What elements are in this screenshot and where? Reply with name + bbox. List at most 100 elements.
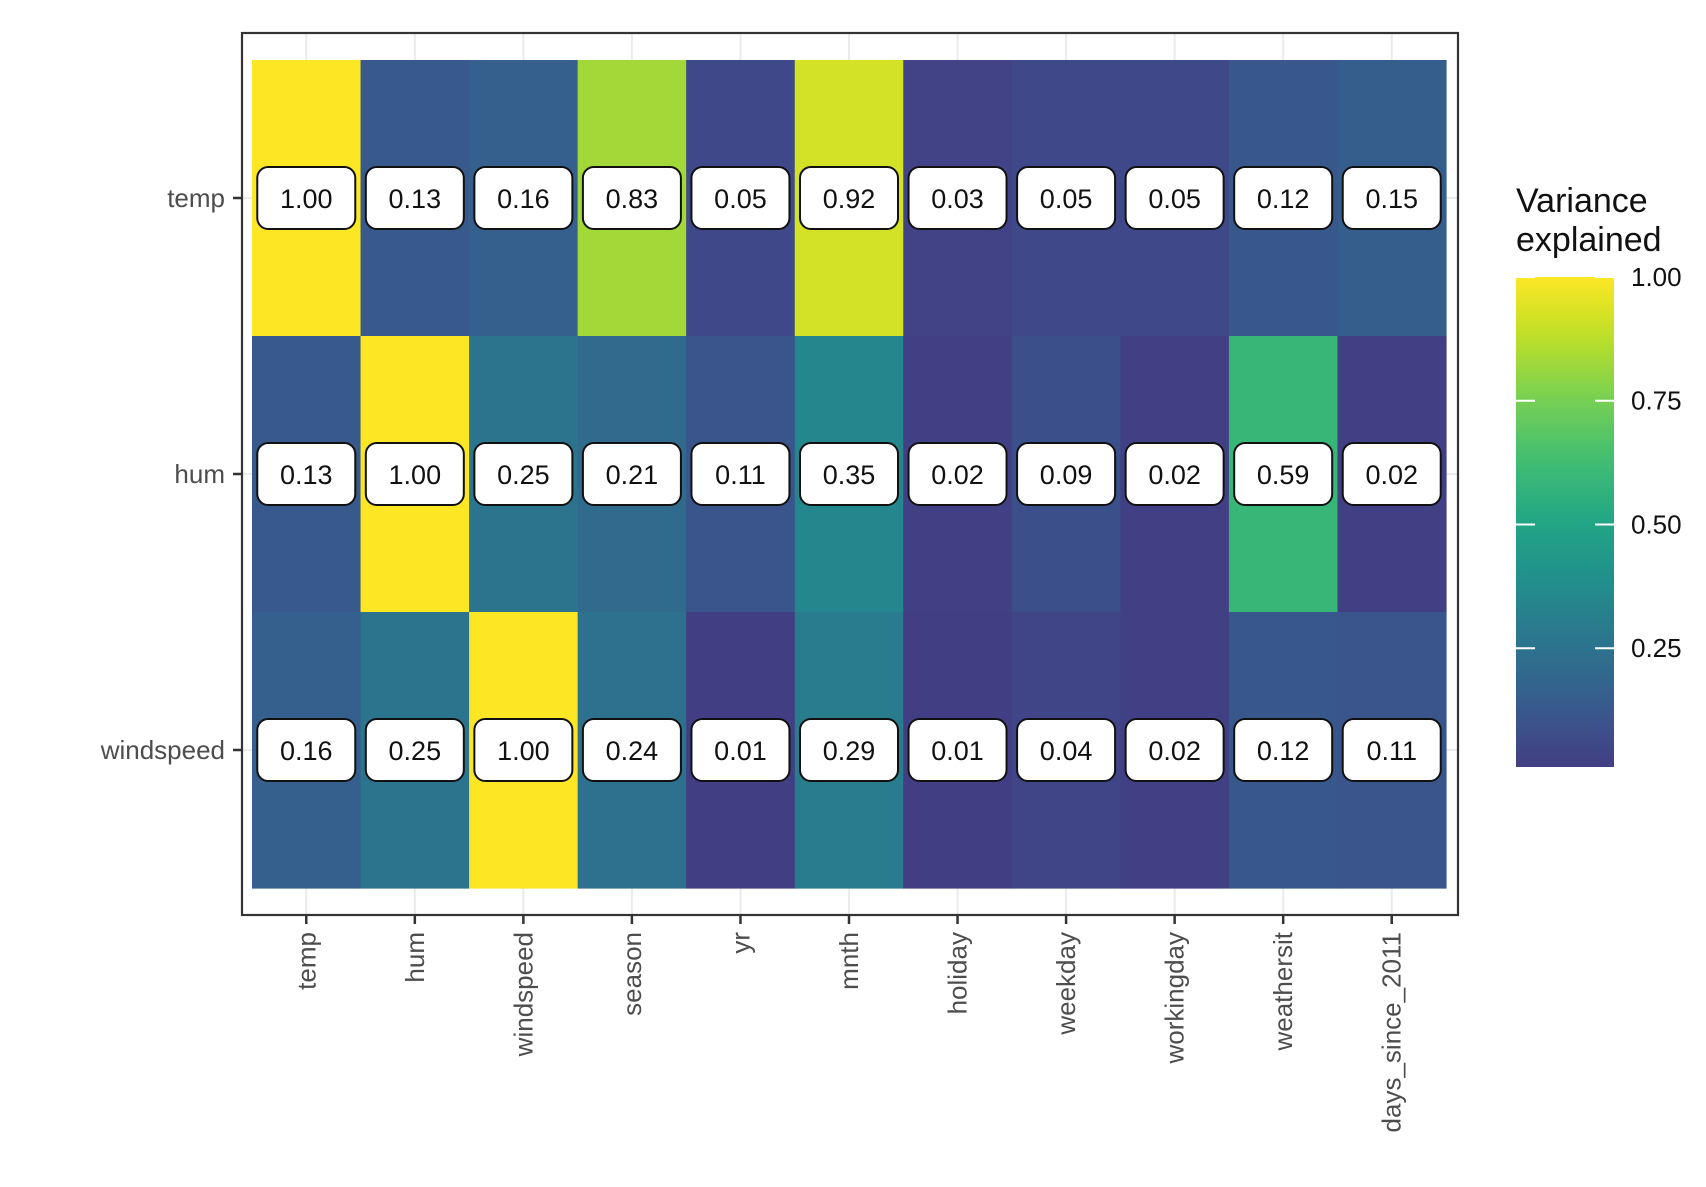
cell-label-text: 0.13 xyxy=(280,460,333,490)
cell-label-text: 0.05 xyxy=(714,184,767,214)
legend-tick-label: 0.25 xyxy=(1631,633,1682,663)
cell-value-label: 1.00 xyxy=(364,442,465,506)
x-tick-label: weekday xyxy=(1051,932,1081,1036)
cell-label-text: 1.00 xyxy=(389,460,442,490)
cell-value-label: 0.25 xyxy=(364,718,465,782)
cell-label-box xyxy=(690,166,791,230)
cell-label-text: 0.59 xyxy=(1257,460,1310,490)
cell-value-label: 0.01 xyxy=(907,718,1008,782)
x-tick-label: mnth xyxy=(834,932,864,990)
cell-value-label: 0.05 xyxy=(690,166,791,230)
y-tick-label: hum xyxy=(174,459,225,489)
legend-title: Variance xyxy=(1516,182,1648,220)
cell-value-label: 0.16 xyxy=(256,718,357,782)
x-axis: temp hum windspeed season yr mnth holiday weekd… xyxy=(291,915,1407,1132)
cell-label-box xyxy=(1233,442,1334,506)
cell-label-box xyxy=(1341,442,1442,506)
legend-colorbar xyxy=(1516,277,1614,767)
cell-value-label: 0.12 xyxy=(1233,718,1334,782)
cell-label-text: 0.25 xyxy=(389,736,442,766)
cell-value-label: 0.25 xyxy=(473,442,574,506)
cell-value-label: 1.00 xyxy=(256,166,357,230)
x-tick-label: season xyxy=(617,932,647,1016)
cell-label-box xyxy=(907,718,1008,782)
x-tick-label: holiday xyxy=(943,932,973,1014)
cell-label-text: 0.16 xyxy=(280,736,333,766)
cell-label-text: 0.04 xyxy=(1040,736,1093,766)
cell-value-label: 0.21 xyxy=(581,442,682,506)
x-tick-label: temp xyxy=(291,932,321,990)
cell-label-box xyxy=(1016,718,1117,782)
cell-label-text: 0.05 xyxy=(1148,184,1201,214)
cell-label-text: 0.24 xyxy=(606,736,659,766)
cell-value-label: 0.24 xyxy=(581,718,682,782)
cell-label-text: 0.05 xyxy=(1040,184,1093,214)
cell-label-box xyxy=(1233,718,1334,782)
cell-label-box xyxy=(1016,442,1117,506)
cell-value-label: 0.35 xyxy=(799,442,899,506)
cell-label-box xyxy=(364,166,465,230)
cell-value-label: 0.12 xyxy=(1233,166,1334,230)
cell-value-label: 0.92 xyxy=(799,166,899,230)
cell-label-text: 0.92 xyxy=(823,184,876,214)
cell-value-label: 0.29 xyxy=(799,718,899,782)
cell-value-label: 0.01 xyxy=(690,718,791,782)
cell-label-text: 0.03 xyxy=(931,184,984,214)
cell-value-label: 0.02 xyxy=(1124,442,1225,506)
cell-label-box xyxy=(907,166,1008,230)
cell-value-label: 0.83 xyxy=(581,166,682,230)
x-tick-label: days_since_2011 xyxy=(1377,932,1407,1132)
cell-label-text: 0.02 xyxy=(931,460,984,490)
cell-label-box xyxy=(1016,166,1117,230)
cell-label-text: 0.01 xyxy=(931,736,984,766)
x-tick-label: workingday xyxy=(1160,932,1190,1065)
cell-label-box xyxy=(581,442,682,506)
cell-value-label: 0.05 xyxy=(1016,166,1117,230)
cell-label-text: 0.35 xyxy=(823,460,876,490)
cell-value-label: 0.02 xyxy=(1341,442,1442,506)
cell-value-label: 0.04 xyxy=(1016,718,1117,782)
cell-value-label: 0.09 xyxy=(1016,442,1117,506)
cell-value-label: 0.13 xyxy=(256,442,357,506)
cell-label-box xyxy=(581,166,682,230)
cell-label-box xyxy=(799,718,899,782)
cell-label-text: 0.02 xyxy=(1148,736,1201,766)
cell-value-label: 0.11 xyxy=(690,442,791,506)
cell-label-text: 0.25 xyxy=(497,460,550,490)
cell-label-box xyxy=(1341,166,1442,230)
y-tick-label: temp xyxy=(167,183,225,213)
cell-label-box xyxy=(473,718,574,782)
y-axis: temp hum windspeed xyxy=(100,183,242,765)
y-tick-label: windspeed xyxy=(100,735,225,765)
cell-label-text: 0.83 xyxy=(606,184,659,214)
cell-label-text: 0.13 xyxy=(389,184,442,214)
x-tick-label: yr xyxy=(725,932,755,954)
cell-label-text: 0.12 xyxy=(1257,184,1310,214)
cell-label-text: 0.12 xyxy=(1257,736,1310,766)
x-tick-label: hum xyxy=(400,932,430,983)
cell-label-box xyxy=(256,166,357,230)
cell-label-text: 0.02 xyxy=(1365,460,1418,490)
x-tick-label: windspeed xyxy=(508,932,538,1057)
cell-label-text: 0.29 xyxy=(823,736,876,766)
cell-value-label: 0.16 xyxy=(473,166,574,230)
cell-label-text: 0.11 xyxy=(715,460,766,490)
cell-label-box xyxy=(256,442,357,506)
cell-label-text: 0.02 xyxy=(1148,460,1201,490)
cell-label-box xyxy=(364,718,465,782)
legend-title: explained xyxy=(1516,221,1662,259)
cell-label-box xyxy=(1341,718,1442,782)
cell-label-text: 0.16 xyxy=(497,184,550,214)
cell-value-label: 0.11 xyxy=(1341,718,1442,782)
cell-label-box xyxy=(1124,718,1225,782)
cell-label-box xyxy=(799,442,899,506)
cell-label-text: 0.11 xyxy=(1366,736,1417,766)
x-tick-label: weathersit xyxy=(1268,931,1298,1051)
cell-label-box xyxy=(473,442,574,506)
cell-value-label: 1.00 xyxy=(473,718,574,782)
cell-value-labels: 1.00 0.13 0.16 0.83 0.05 0.92 0.03 0.05 0.05 0.12… xyxy=(256,166,1442,782)
cell-label-box xyxy=(473,166,574,230)
cell-label-box xyxy=(690,718,791,782)
